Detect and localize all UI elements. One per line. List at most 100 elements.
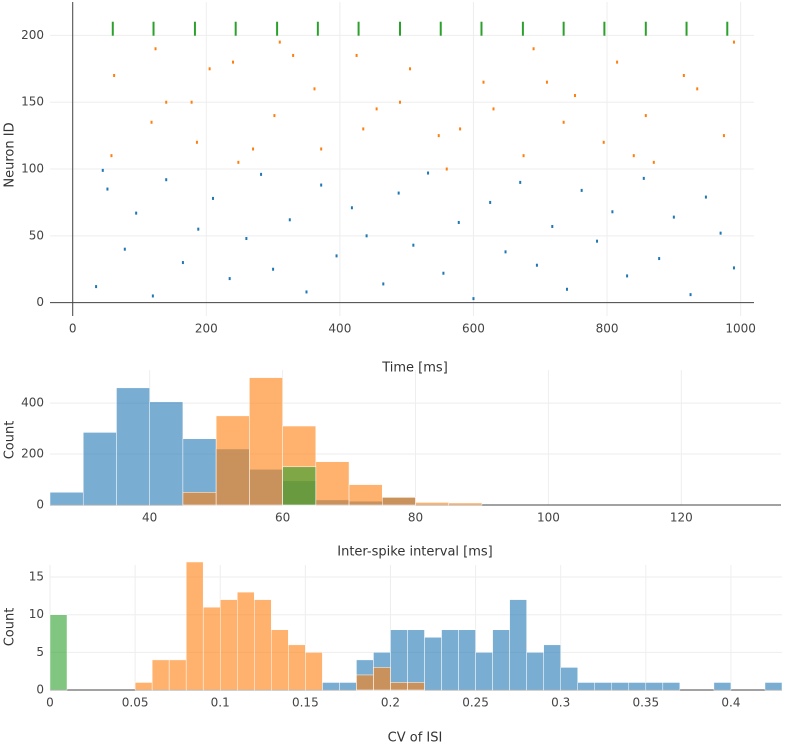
spike [365, 234, 368, 238]
hist-bar [492, 629, 510, 691]
hist-bar [254, 599, 272, 691]
spike [150, 120, 153, 124]
hist-bar [415, 502, 449, 506]
x-tick-label: 0.4 [721, 696, 740, 710]
spike [437, 134, 440, 138]
x-tick-label: 1000 [725, 322, 756, 336]
hist-bar [149, 401, 184, 506]
spike [260, 172, 263, 176]
hist-bar [509, 599, 527, 691]
hist-bar [407, 682, 425, 691]
spike [489, 200, 492, 204]
y-tick-label: 150 [21, 95, 44, 109]
spike [288, 218, 291, 222]
hist-bar [543, 644, 561, 691]
spike [106, 187, 109, 191]
x-tick-label: 100 [537, 511, 560, 525]
hist-bar [202, 606, 221, 691]
spike [519, 180, 522, 184]
x-axis-title: Inter-spike interval [ms] [337, 545, 492, 560]
spike [626, 274, 629, 278]
hist-bar [237, 591, 255, 691]
x-tick-label: 400 [328, 322, 351, 336]
hist-bar [82, 432, 117, 506]
spike [632, 154, 635, 158]
x-tick-label: 0.05 [122, 696, 149, 710]
spike [355, 53, 358, 57]
y-tick-label: 0 [36, 295, 44, 309]
hist-bar [424, 637, 442, 691]
y-tick-label: 200 [21, 447, 44, 461]
spike [732, 40, 735, 44]
spike [412, 243, 415, 247]
hist-bar [219, 599, 238, 691]
x-tick-label: 800 [596, 322, 619, 336]
spike [696, 87, 699, 91]
spike [580, 188, 583, 192]
spike [459, 127, 462, 131]
spike [457, 220, 460, 224]
spike [672, 215, 675, 219]
spike [472, 297, 475, 301]
y-tick-label: 15 [29, 570, 44, 584]
spike [273, 114, 276, 118]
y-axis-title: Count [3, 421, 18, 460]
spike [562, 120, 565, 124]
hist-bar [282, 466, 317, 506]
hist-bar [288, 644, 306, 691]
hist-bar [390, 682, 408, 691]
y-tick-label: 10 [29, 607, 44, 621]
spike [237, 160, 240, 164]
y-tick-label: 0 [36, 683, 44, 697]
x-axis-title: Time [ms] [381, 361, 448, 376]
spike [682, 73, 685, 77]
spike [197, 227, 200, 231]
hist-bar [764, 682, 783, 691]
spike [113, 73, 116, 77]
spike [278, 40, 281, 44]
spike [535, 263, 538, 267]
spike [123, 247, 126, 251]
x-tick-label: 0.3 [551, 696, 570, 710]
hist-bar [134, 682, 153, 691]
spike [181, 261, 184, 265]
y-axis-title: Count [3, 608, 18, 647]
spike [545, 80, 548, 84]
spike [272, 267, 275, 271]
spike [208, 67, 211, 71]
spike [190, 100, 193, 104]
hist-bar [662, 682, 681, 691]
x-tick-label: 0 [46, 696, 54, 710]
hist-bar [645, 682, 664, 691]
x-tick-label: 0.25 [462, 696, 489, 710]
hist-bar [577, 682, 595, 691]
spike [442, 271, 445, 275]
spike [719, 231, 722, 235]
hist-bar [271, 629, 289, 691]
x-tick-label: 0 [69, 322, 77, 336]
hist-bar [628, 682, 647, 691]
hist-bar [382, 497, 416, 506]
spike [110, 154, 113, 158]
spike [95, 285, 98, 289]
hist-bar [49, 492, 84, 506]
spike [320, 147, 323, 151]
spike [652, 160, 655, 164]
spike [165, 100, 168, 104]
spike [232, 60, 235, 64]
x-tick-label: 0.15 [292, 696, 319, 710]
spike [492, 107, 495, 111]
spike [565, 287, 568, 291]
spike [313, 87, 316, 91]
spike [616, 60, 619, 64]
y-tick-label: 200 [21, 28, 44, 42]
spike [573, 94, 576, 98]
spike [151, 294, 154, 298]
hist-bar [475, 652, 493, 691]
spike [375, 107, 378, 111]
hist-bar [339, 682, 357, 691]
hist-bar [713, 682, 732, 691]
hist-bar [356, 674, 374, 691]
